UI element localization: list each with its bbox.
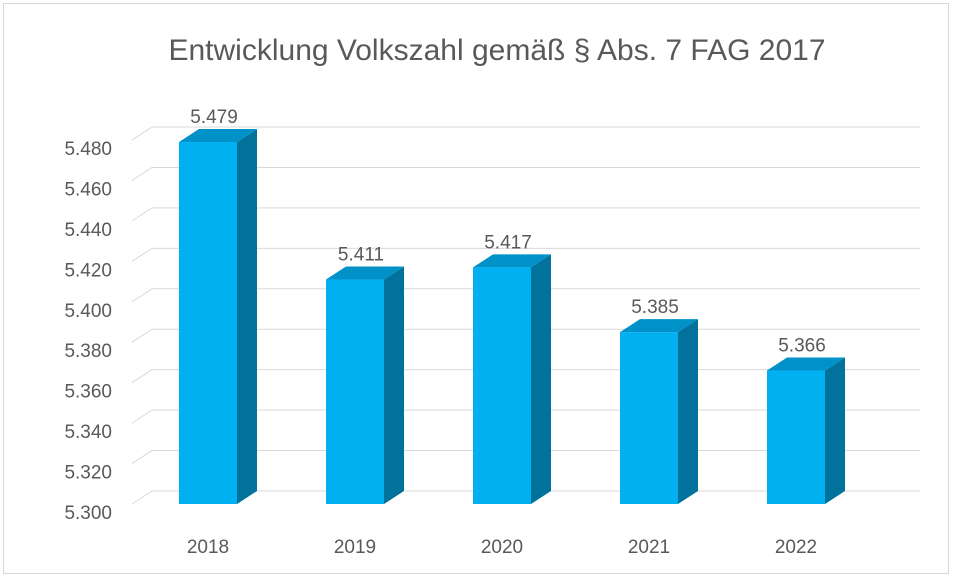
- grid-line: [131, 247, 920, 262]
- y-tick-label: 5.400: [64, 301, 112, 322]
- bar-top: [767, 357, 845, 371]
- x-tick-label: 2019: [334, 537, 376, 558]
- bar-top: [179, 129, 257, 143]
- bar-side: [678, 319, 698, 504]
- bar: [473, 254, 551, 504]
- bar-side: [531, 254, 551, 504]
- bar-front: [620, 332, 678, 504]
- chart-title: Entwicklung Volkszahl gemäß § Abs. 7 FAG…: [168, 34, 825, 67]
- bar-top: [620, 319, 698, 333]
- bar-top: [473, 254, 551, 268]
- bar-front: [473, 267, 531, 504]
- y-tick-label: 5.480: [64, 139, 112, 160]
- bar: [620, 319, 698, 504]
- x-tick-label: 2021: [628, 537, 670, 558]
- bar-side: [237, 129, 257, 504]
- bar-top: [326, 266, 404, 280]
- y-tick-label: 5.300: [64, 503, 112, 524]
- data-label: 5.411: [338, 245, 384, 266]
- data-label: 5.479: [190, 107, 238, 128]
- bar-front: [179, 142, 237, 504]
- y-tick-label: 5.420: [64, 260, 112, 281]
- x-tick-label: 2020: [481, 537, 523, 558]
- bar: [179, 129, 257, 504]
- data-label: 5.385: [631, 297, 679, 318]
- bar: [326, 266, 404, 504]
- data-label: 5.417: [484, 232, 532, 253]
- bar-front: [326, 279, 384, 504]
- y-tick-label: 5.440: [64, 220, 112, 241]
- bar-side: [825, 357, 845, 504]
- bar: [767, 357, 845, 504]
- y-tick-label: 5.320: [64, 463, 112, 484]
- y-tick-label: 5.340: [64, 422, 112, 443]
- x-tick-label: 2018: [187, 537, 229, 558]
- grid-line: [131, 126, 920, 141]
- bar-side: [384, 266, 404, 504]
- x-tick-label: 2022: [775, 537, 817, 558]
- y-tick-label: 5.380: [64, 341, 112, 362]
- bar-front: [767, 370, 825, 504]
- grid-line: [131, 288, 920, 303]
- grid-line: [131, 166, 920, 181]
- grid-line: [131, 207, 920, 222]
- y-tick-label: 5.360: [64, 382, 112, 403]
- y-tick-label: 5.460: [64, 179, 112, 200]
- data-label: 5.366: [778, 336, 826, 357]
